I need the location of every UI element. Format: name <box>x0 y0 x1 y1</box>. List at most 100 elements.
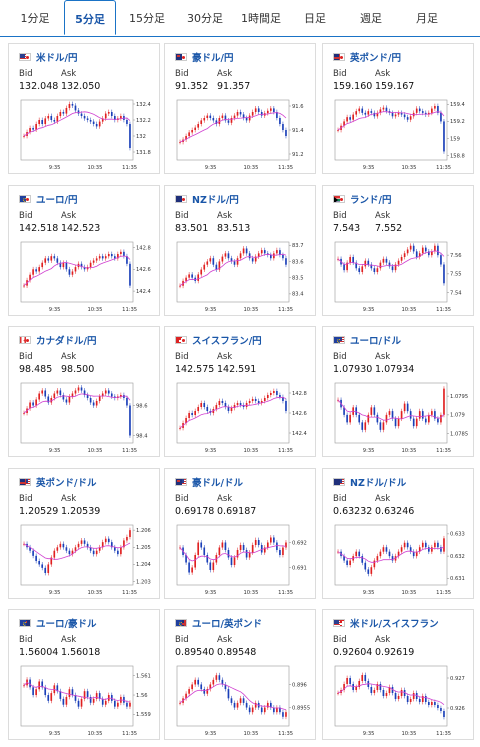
candle-body <box>236 112 239 116</box>
pair-link[interactable]: ランド/円 <box>333 192 391 206</box>
bid-label: Bid <box>175 69 189 79</box>
candle-body <box>194 411 196 415</box>
pair-link[interactable]: 英ポンド/ドル <box>19 475 96 489</box>
tab-4[interactable]: 1時間足 <box>241 12 281 25</box>
pair-name[interactable]: スイスフラン/円 <box>192 336 262 347</box>
tab-3[interactable]: 30分足 <box>187 12 223 25</box>
rate-card[interactable]: スイスフラン/円 Bid Ask 142.575 142.591 142.8 142.6 14… <box>164 326 316 457</box>
candle-body <box>47 258 50 261</box>
candle-body <box>251 258 254 262</box>
candle-body <box>421 247 424 254</box>
pair-name[interactable]: ユーロ/豪ドル <box>36 619 97 630</box>
candle-body <box>266 542 269 548</box>
pair-link[interactable]: カナダドル/円 <box>19 333 96 347</box>
pair-name[interactable]: ユーロ/ドル <box>350 336 401 347</box>
pair-name[interactable]: NZドル/円 <box>192 195 239 206</box>
rate-card[interactable]: 豪ドル/ドル Bid Ask 0.69178 0.69187 0.692 0.691 9:35… <box>164 468 316 599</box>
tab-5[interactable]: 日足 <box>304 12 326 25</box>
pair-name[interactable]: 英ポンド/円 <box>350 53 401 64</box>
tab-0[interactable]: 1分足 <box>20 12 50 25</box>
pair-link[interactable]: NZドル/ドル <box>333 475 406 489</box>
tab-7[interactable]: 月足 <box>416 12 438 25</box>
candle-body <box>349 560 351 565</box>
mini-chart[interactable]: 7.56 7.55 7.54 9:35 10:35 11:35 <box>333 239 469 314</box>
candle-body <box>346 414 348 423</box>
tab-6[interactable]: 週足 <box>360 12 382 25</box>
pair-name[interactable]: 豪ドル/円 <box>192 53 234 64</box>
mini-chart[interactable]: 1.0795 1.079 1.0785 9:35 10:35 11:35 <box>333 380 469 455</box>
mini-chart[interactable]: 0.692 0.691 9:35 10:35 11:35 <box>175 522 311 597</box>
x-tick-label: 10:35 <box>401 165 416 171</box>
tab-1[interactable]: 5分足 <box>64 0 116 35</box>
mini-chart[interactable]: 0.633 0.632 0.631 9:35 10:35 11:35 <box>333 522 469 597</box>
rate-card[interactable]: NZドル/ドル Bid Ask 0.63232 0.63246 0.633 0.632 0.6… <box>322 468 474 599</box>
pair-link[interactable]: 豪ドル/円 <box>175 50 233 64</box>
pair-name[interactable]: カナダドル/円 <box>36 336 97 347</box>
candle-body <box>123 395 125 398</box>
pair-link[interactable]: スイスフラン/円 <box>175 333 262 347</box>
pair-name[interactable]: NZドル/ドル <box>350 478 407 489</box>
pair-link[interactable]: 米ドル/スイスフラン <box>333 616 439 630</box>
candle-body <box>412 551 415 557</box>
rate-card[interactable]: NZドル/円 Bid Ask 83.501 83.513 83.7 83.6 83.5 83.4… <box>164 185 316 316</box>
rate-card[interactable]: 英ポンド/円 Bid Ask 159.160 159.167 159.4 159.2 159 1… <box>322 43 474 174</box>
candle-body <box>203 403 206 407</box>
candle-body <box>209 562 212 570</box>
mini-chart[interactable]: 132.4 132.2 132 131.8 9:35 10:35 11:35 <box>19 97 155 172</box>
candle-body <box>185 418 187 423</box>
candle-body <box>266 110 269 114</box>
candle-body <box>397 551 400 557</box>
pair-name[interactable]: 英ポンド/ドル <box>36 478 97 489</box>
rate-card[interactable]: 米ドル/円 Bid Ask 132.048 132.050 132.4 132.2 132 13… <box>8 43 160 174</box>
rate-card[interactable]: 米ドル/スイスフラン Bid Ask 0.92604 0.92619 0.927 0.926… <box>322 609 474 740</box>
pair-name[interactable]: 豪ドル/ドル <box>192 478 243 489</box>
pair-link[interactable]: ユーロ/豪ドル <box>19 616 96 630</box>
mini-chart[interactable]: 142.8 142.6 142.4 9:35 10:35 11:35 <box>19 239 155 314</box>
pair-link[interactable]: ユーロ/円 <box>19 192 77 206</box>
rate-card[interactable]: 豪ドル/円 Bid Ask 91.352 91.357 91.6 91.4 91.2 9:35 1… <box>164 43 316 174</box>
pair-link[interactable]: NZドル/円 <box>175 192 239 206</box>
rate-card[interactable]: 英ポンド/ドル Bid Ask 1.20529 1.20539 1.206 1.205 1.2… <box>8 468 160 599</box>
y-tick-label: 7.55 <box>450 272 462 278</box>
candle-body <box>23 413 25 414</box>
x-tick-label: 9:35 <box>205 448 217 454</box>
candlestick-chart: 7.56 7.55 7.54 9:35 10:35 11:35 <box>334 241 462 313</box>
pair-name[interactable]: ユーロ/英ポンド <box>192 619 262 630</box>
candle-body <box>358 108 361 112</box>
candle-body <box>44 258 47 263</box>
mini-chart[interactable]: 0.896 0.8955 9:35 10:35 11:35 <box>175 663 311 738</box>
rate-card[interactable]: ユーロ/円 Bid Ask 142.518 142.523 142.8 142.6 142.4… <box>8 185 160 316</box>
tab-2[interactable]: 15分足 <box>129 12 165 25</box>
candle-body <box>98 693 101 699</box>
pair-link[interactable]: 豪ドル/ドル <box>175 475 243 489</box>
pair-name[interactable]: 米ドル/円 <box>36 53 78 64</box>
mini-chart[interactable]: 1.206 1.205 1.204 1.203 9:35 10:35 11:35 <box>19 522 155 597</box>
mini-chart[interactable]: 1.561 1.56 1.559 9:35 10:35 11:35 <box>19 663 155 738</box>
mini-chart[interactable]: 142.8 142.6 142.4 9:35 10:35 11:35 <box>175 380 311 455</box>
rate-card[interactable]: ユーロ/豪ドル Bid Ask 1.56004 1.56018 1.561 1.56 1.55… <box>8 609 160 740</box>
mini-chart[interactable]: 83.7 83.6 83.5 83.4 9:35 10:35 11:35 <box>175 239 311 314</box>
pair-link[interactable]: ユーロ/ドル <box>333 333 401 347</box>
pair-name[interactable]: ランド/円 <box>350 195 392 206</box>
candle-body <box>68 550 71 555</box>
pair-link[interactable]: ユーロ/英ポンド <box>175 616 262 630</box>
pair-link[interactable]: 米ドル/円 <box>19 50 77 64</box>
pair-name[interactable]: ユーロ/円 <box>36 195 78 206</box>
candle-body <box>83 691 86 699</box>
bid-label: Bid <box>175 211 189 221</box>
candle-body <box>107 112 110 114</box>
y-tick-label: 1.559 <box>136 712 151 718</box>
rate-card[interactable]: ユーロ/ドル Bid Ask 1.07930 1.07934 1.0795 1.079 1.0… <box>322 326 474 457</box>
rate-card[interactable]: カナダドル/円 Bid Ask 98.485 98.500 98.6 98.4 9:35 10:… <box>8 326 160 457</box>
mini-chart[interactable]: 98.6 98.4 9:35 10:35 11:35 <box>19 380 155 455</box>
mini-chart[interactable]: 91.6 91.4 91.2 9:35 10:35 11:35 <box>175 97 311 172</box>
mini-chart[interactable]: 159.4 159.2 159 158.8 9:35 10:35 11:35 <box>333 97 469 172</box>
candle-body <box>260 112 263 116</box>
rate-card[interactable]: ユーロ/英ポンド Bid Ask 0.89540 0.89548 0.896 0.8955 9… <box>164 609 316 740</box>
candle-body <box>412 418 415 427</box>
bid-value: 142.518 <box>19 223 59 234</box>
rate-card[interactable]: ランド/円 Bid Ask 7.543 7.552 7.56 7.55 7.54 9:35 10:… <box>322 185 474 316</box>
pair-name[interactable]: 米ドル/スイスフラン <box>350 619 439 630</box>
mini-chart[interactable]: 0.927 0.926 9:35 10:35 11:35 <box>333 663 469 738</box>
pair-link[interactable]: 英ポンド/円 <box>333 50 401 64</box>
